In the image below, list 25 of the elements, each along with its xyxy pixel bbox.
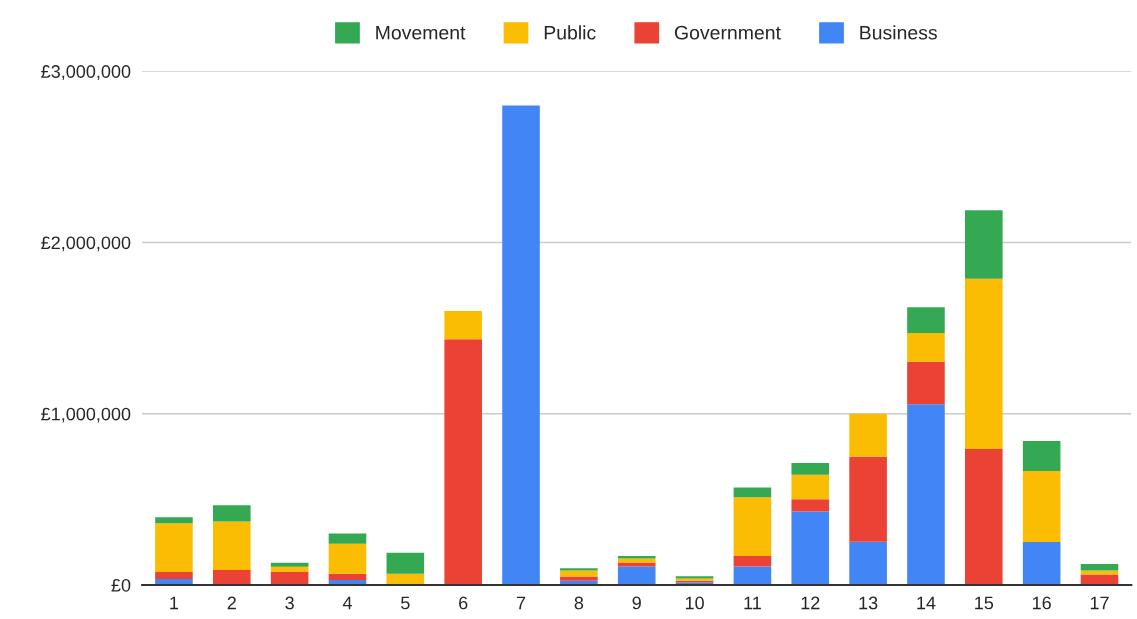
x-tick-label: 2 [227,596,236,610]
x-tick-label: 14 [917,596,936,610]
x-tick-label: 6 [459,596,468,610]
legend-label: Public [544,25,596,40]
x-tick-label: 5 [401,596,410,610]
legend-label: Movement [376,26,466,40]
x-tick-label: 9 [632,596,641,610]
x-tick-label: 15 [975,596,994,610]
x-tick-label: 16 [1032,596,1051,610]
legend-label: Government [674,25,781,40]
x-tick-label: 10 [685,596,704,610]
x-tick-label: 7 [516,596,526,610]
x-tick-label: 3 [285,596,294,610]
x-tick-label: 8 [574,596,584,610]
y-tick-label: £2,000,000 [41,236,131,252]
x-tick-label: 12 [801,596,820,610]
y-tick-label: £1,000,000 [41,407,131,423]
legend-label: Business [860,25,937,40]
x-tick-label: 4 [342,596,352,610]
y-tick-label: £3,000,000 [41,65,131,81]
x-tick-label: 11 [744,596,761,610]
y-tick-label: £0 [111,578,131,592]
x-tick-label: 17 [1090,596,1109,610]
x-tick-label: 13 [859,596,878,610]
x-tick-label: 1 [170,596,179,610]
